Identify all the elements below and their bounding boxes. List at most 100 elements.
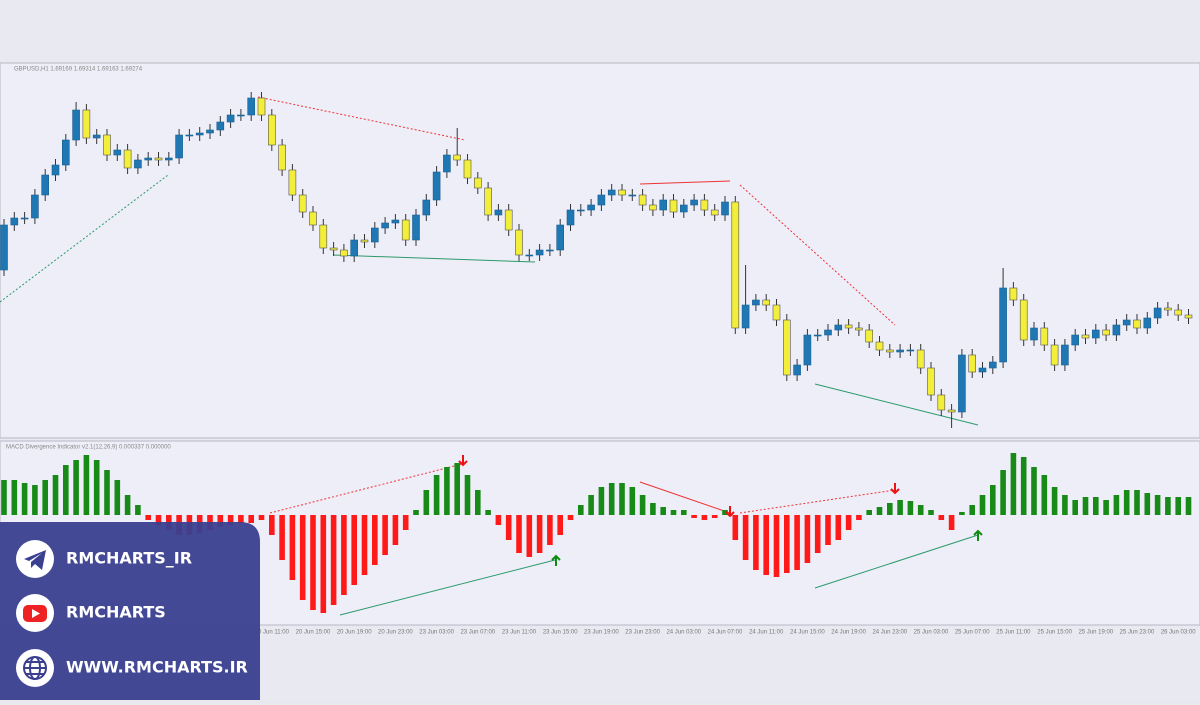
candle-body [772, 304, 781, 321]
candle-body [473, 177, 482, 189]
candle-body [1153, 307, 1162, 319]
histogram-bar [1020, 457, 1027, 515]
candle-body [10, 217, 19, 226]
candle-body [453, 154, 462, 161]
candle-body [360, 239, 369, 243]
histogram-bar [413, 510, 419, 515]
candle-body [885, 349, 894, 353]
x-tick-label: 25 Jun 15:00 [1037, 630, 1072, 636]
histogram-bar [217, 515, 224, 527]
candle-body [165, 157, 173, 161]
candle-body [257, 97, 266, 116]
histogram-bar [876, 507, 883, 515]
buy-arrow [551, 554, 561, 566]
candle-body [1061, 344, 1069, 366]
candle-body [566, 209, 575, 226]
histogram-bar [32, 485, 38, 515]
candle-body [226, 114, 235, 123]
histogram-bar [1103, 500, 1109, 515]
candle-body [855, 327, 863, 331]
histogram-bar [804, 515, 811, 563]
candle-body [134, 159, 142, 169]
candle-body [1184, 314, 1193, 319]
histogram-bar [104, 470, 110, 515]
candle-body [968, 354, 977, 373]
histogram-bar [135, 505, 141, 515]
candle-body [587, 204, 595, 211]
histogram-bar [114, 480, 121, 515]
histogram-bar [258, 515, 265, 520]
candle-body [638, 194, 647, 206]
histogram-bar [423, 490, 430, 515]
histogram-bar [63, 465, 69, 515]
x-tick-label: 24 Jun 19:00 [831, 630, 866, 636]
histogram-bar [557, 515, 563, 535]
histogram-bar [155, 515, 162, 525]
divergence-line [639, 180, 731, 185]
candle-body [216, 121, 225, 131]
candle-body [206, 129, 214, 134]
candle-body [762, 299, 771, 306]
x-tick-label: 23 Jun 03:00 [419, 630, 454, 636]
candle-body [700, 199, 709, 211]
candle-body [1040, 327, 1049, 346]
candle-body [484, 187, 492, 216]
candle-body [494, 209, 503, 216]
x-tick-label: 25 Jun 07:00 [955, 630, 990, 636]
candle-body [370, 227, 379, 243]
youtube-handle: RMCHARTS [66, 603, 166, 622]
candle-body [92, 134, 101, 139]
histogram-bar [639, 495, 646, 515]
histogram-bar [732, 515, 739, 540]
histogram-bar [269, 515, 275, 535]
candle-body [515, 229, 523, 256]
candle-body [422, 199, 431, 216]
histogram-bar [938, 515, 945, 520]
candle-body [1174, 309, 1182, 316]
histogram-bar [11, 480, 18, 515]
histogram-bar [763, 515, 769, 575]
candle-body [937, 394, 946, 411]
candle-body [556, 224, 565, 251]
histogram-bar [1154, 495, 1161, 515]
candle-body [1164, 307, 1172, 311]
histogram-bar [382, 515, 388, 555]
candle-body [381, 222, 389, 229]
histogram-bar [629, 487, 636, 515]
histogram-bar [1000, 470, 1006, 515]
histogram-bar [773, 515, 780, 577]
candle-body [412, 214, 420, 241]
histogram-bar [753, 515, 759, 570]
histogram-bar [341, 515, 347, 595]
candle-body [978, 367, 987, 373]
candle-body [525, 254, 534, 257]
candle-body [927, 367, 935, 396]
candle-body [721, 201, 729, 216]
histogram-bar [897, 500, 903, 515]
buy-arrow [973, 529, 983, 541]
histogram-bar [598, 487, 605, 515]
candle-body [154, 157, 163, 161]
candle-body [1122, 319, 1131, 326]
histogram-bar [722, 510, 728, 515]
histogram-bar [917, 505, 924, 515]
histogram-bar [567, 515, 574, 520]
candle-body [185, 134, 194, 137]
x-tick-label: 24 Jun 03:00 [666, 630, 701, 636]
x-tick-label: 24 Jun 11:00 [749, 630, 784, 636]
website: WWW.RMCHARTS.IR [66, 658, 248, 677]
histogram-bar [289, 515, 296, 580]
candle-body [1112, 324, 1121, 336]
histogram-bar [536, 515, 543, 553]
histogram-bar [320, 515, 327, 613]
histogram-bar [990, 485, 996, 515]
candle-body [61, 139, 70, 166]
histogram-bar [1134, 490, 1140, 515]
histogram-bar [711, 515, 718, 518]
candle-body [875, 341, 884, 351]
x-tick-label: 20 Jun 15:00 [296, 630, 331, 636]
candle-body [237, 114, 245, 117]
histogram-bar [742, 515, 749, 560]
candle-body [896, 349, 904, 353]
histogram-bar [959, 512, 965, 515]
